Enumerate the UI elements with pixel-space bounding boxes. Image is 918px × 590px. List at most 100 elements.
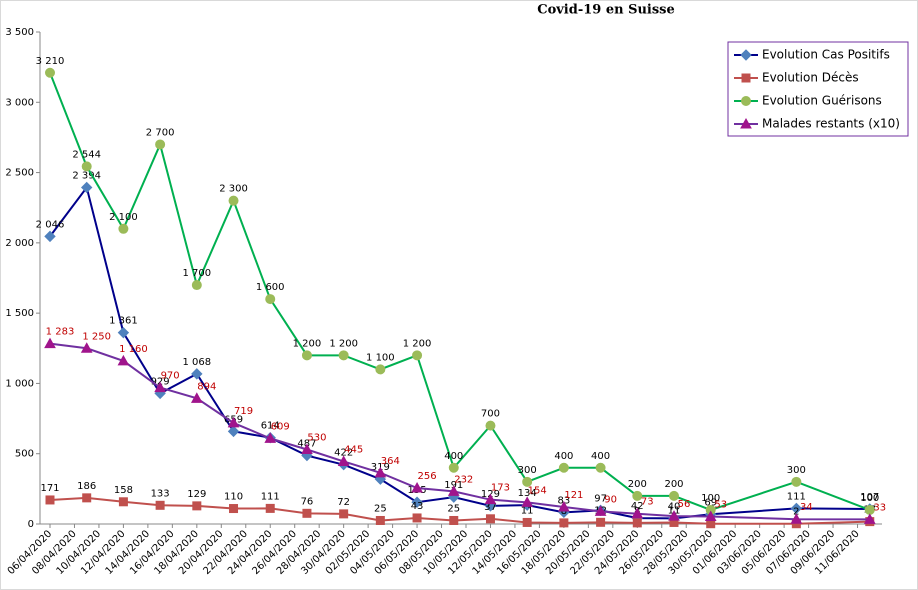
marker: [229, 504, 239, 514]
marker: [265, 294, 276, 305]
y-tick-label: 1 000: [5, 378, 34, 389]
data-label: 2 300: [219, 184, 248, 195]
marker: [485, 514, 495, 524]
marker: [485, 420, 496, 431]
marker: [449, 515, 459, 525]
marker: [80, 181, 93, 194]
y-tick-label: 0: [28, 519, 34, 530]
data-label: 1 600: [256, 282, 285, 293]
data-label: 171: [40, 483, 59, 494]
data-label: 719: [234, 406, 253, 417]
marker: [484, 493, 497, 505]
y-tick-label: 2 000: [5, 238, 34, 249]
legend-label: Evolution Cas Positifs: [762, 48, 890, 62]
marker: [45, 495, 55, 505]
data-label: 1 700: [183, 268, 212, 279]
data-label: 100: [701, 493, 720, 504]
y-tick-label: 3 000: [5, 97, 34, 108]
data-label: 894: [197, 381, 216, 392]
data-label: 2 100: [109, 212, 138, 223]
data-label: 56: [678, 499, 691, 510]
data-label: 100: [860, 493, 879, 504]
marker: [80, 342, 93, 353]
data-label: 200: [628, 479, 647, 490]
marker: [631, 507, 644, 519]
marker: [337, 455, 350, 466]
data-label: 73: [641, 497, 654, 508]
marker: [521, 496, 534, 507]
marker: [81, 161, 92, 172]
marker: [117, 354, 130, 366]
data-label: 300: [787, 465, 806, 476]
data-label: 200: [664, 479, 683, 490]
data-label: 11: [521, 505, 534, 516]
data-label: 133: [151, 488, 170, 499]
y-tick-label: 500: [15, 449, 34, 460]
data-label: 158: [114, 485, 133, 496]
data-label: 134: [518, 488, 537, 499]
marker: [704, 510, 717, 522]
data-label: 37: [484, 502, 497, 513]
marker: [301, 443, 313, 454]
marker: [339, 509, 349, 519]
data-label: 1 200: [293, 338, 322, 349]
marker: [154, 381, 166, 393]
data-label: 25: [447, 503, 460, 514]
data-label: 445: [344, 444, 363, 455]
marker: [595, 462, 606, 473]
marker: [791, 476, 802, 487]
marker: [155, 500, 165, 510]
data-label: 43: [411, 501, 424, 512]
data-label: 1 160: [119, 344, 148, 355]
marker: [265, 503, 275, 513]
data-label: 614: [261, 421, 280, 432]
data-label: 111: [261, 491, 280, 502]
legend: Evolution Cas Positifs Evolution Décès Evo…: [727, 41, 909, 137]
marker: [155, 139, 166, 150]
data-label: 2 544: [72, 149, 101, 160]
marker: [558, 500, 570, 512]
marker: [192, 501, 202, 511]
marker: [227, 416, 240, 428]
data-label: 69: [704, 497, 717, 508]
marker: [264, 432, 277, 443]
marker: [594, 505, 607, 516]
data-label: 1 200: [403, 338, 432, 349]
y-tick-label: 2 500: [5, 168, 34, 179]
marker: [447, 485, 460, 496]
data-label: 107: [860, 492, 879, 503]
data-label: 1 100: [366, 352, 395, 363]
marker: [596, 517, 606, 527]
data-label: 400: [591, 451, 610, 462]
marker: [741, 96, 751, 106]
data-label: 700: [481, 409, 500, 420]
marker: [118, 223, 129, 234]
data-label: 110: [224, 492, 243, 503]
data-label: 25: [374, 503, 387, 514]
data-label: 1 250: [82, 331, 111, 342]
marker: [741, 73, 751, 83]
marker: [301, 350, 312, 361]
marker: [191, 368, 203, 380]
data-label: 121: [564, 490, 583, 501]
data-label: 400: [554, 451, 573, 462]
data-label: 1 200: [329, 338, 358, 349]
y-tick-label: 3 500: [5, 27, 34, 38]
data-label: 2 700: [146, 127, 175, 138]
data-label: 1 361: [109, 316, 138, 327]
marker: [227, 425, 240, 438]
marker: [302, 508, 312, 518]
marker: [412, 350, 423, 361]
marker: [412, 513, 422, 523]
legend-label: Evolution Guérisons: [762, 94, 882, 108]
marker: [740, 49, 752, 61]
data-label: 97: [594, 493, 607, 504]
data-label: 530: [307, 432, 326, 443]
data-label: 1 283: [46, 327, 75, 338]
marker: [790, 513, 803, 524]
legend-box: [727, 41, 909, 137]
marker: [559, 518, 569, 528]
marker: [411, 496, 423, 508]
marker: [228, 195, 239, 206]
marker: [558, 462, 569, 473]
